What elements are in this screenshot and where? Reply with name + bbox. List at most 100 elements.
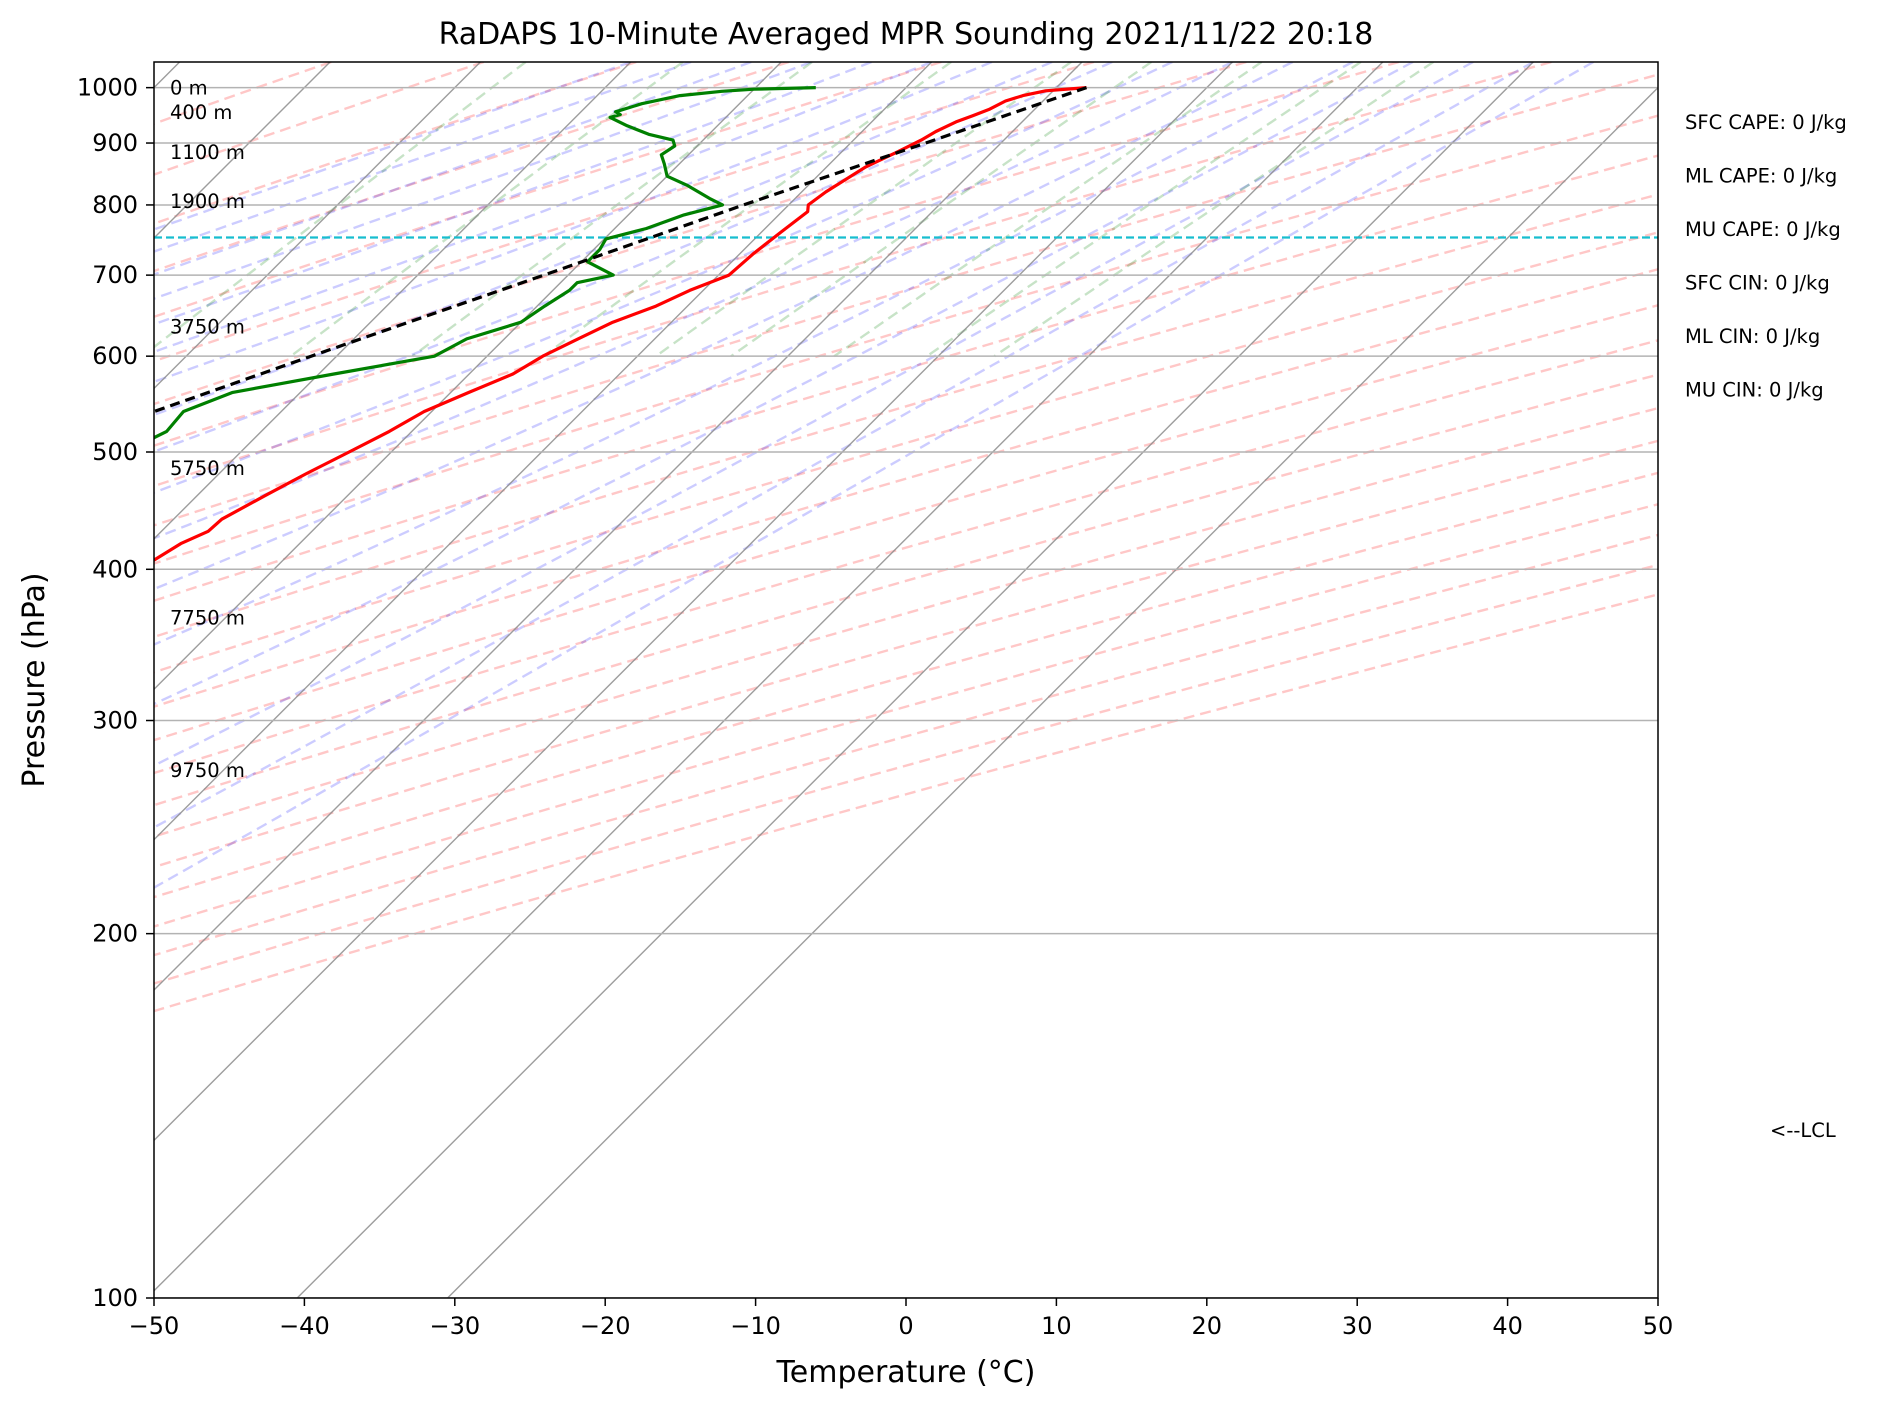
dry-adiabat — [154, 73, 1658, 527]
dry-adiabat — [154, 62, 485, 176]
isotherm — [447, 86, 1658, 1298]
moist-adiabat — [154, 62, 1233, 540]
moist-adiabat — [154, 62, 812, 300]
y-tick-label: 600 — [92, 342, 138, 370]
dry-adiabat — [154, 62, 790, 273]
moist-adiabat — [154, 62, 1354, 646]
isotherm — [154, 62, 782, 691]
x-tick-label: −40 — [279, 1312, 330, 1340]
moist-adiabat — [154, 62, 1113, 453]
x-tick-label: 50 — [1643, 1312, 1674, 1340]
isotherm — [154, 62, 1233, 1142]
stat-label: SFC CIN: 0 J/kg — [1685, 272, 1830, 295]
stat-label: MU CAPE: 0 J/kg — [1685, 218, 1841, 241]
sounding-profiles — [154, 86, 1088, 562]
x-axis-ticks: −50 −40 −30 −20 −10 0 10 20 30 40 50 — [129, 1298, 1674, 1340]
moist-adiabat — [154, 62, 1173, 494]
moist-adiabat — [154, 62, 872, 326]
y-axis-ticks: 100 200 300 400 500 600 700 800 900 1000 — [77, 74, 154, 1312]
reference-lines — [154, 62, 1658, 1298]
stat-label: ML CAPE: 0 J/kg — [1685, 165, 1837, 188]
height-label: 1900 m — [170, 190, 245, 213]
isotherm — [154, 62, 632, 540]
parcel-path — [154, 86, 1088, 414]
height-label: 5750 m — [170, 457, 245, 480]
x-axis-label: Temperature (°C) — [776, 1355, 1036, 1390]
mixing-ratio-line — [730, 62, 1152, 358]
isotherm — [154, 62, 933, 841]
moist-adiabat — [154, 62, 1534, 829]
mixing-ratio-line — [833, 62, 1263, 358]
mixing-ratio-line — [290, 62, 684, 358]
y-tick-label: 700 — [92, 261, 138, 289]
dry-adiabat — [154, 62, 1552, 488]
lcl-label: <--LCL — [1770, 1119, 1836, 1142]
dry-adiabat — [154, 406, 1658, 838]
y-tick-label: 1000 — [77, 74, 138, 102]
y-tick-label: 200 — [92, 920, 138, 948]
x-tick-label: 10 — [1041, 1312, 1072, 1340]
dry-adiabat — [154, 268, 1658, 708]
stat-label: MU CIN: 0 J/kg — [1685, 379, 1824, 402]
mixing-ratio-line — [542, 62, 952, 358]
isotherm — [154, 62, 481, 390]
dry-adiabat — [154, 62, 1247, 406]
dry-adiabat — [154, 533, 1658, 957]
dewpoint-profile — [154, 86, 816, 440]
dry-adiabat — [154, 62, 1095, 363]
x-tick-label: 0 — [898, 1312, 913, 1340]
y-tick-label: 900 — [92, 129, 138, 157]
stat-label: ML CIN: 0 J/kg — [1685, 325, 1820, 348]
x-tick-label: 40 — [1492, 1312, 1523, 1340]
moist-adiabat — [154, 62, 1594, 890]
y-tick-label: 800 — [92, 191, 138, 219]
x-tick-label: −10 — [730, 1312, 781, 1340]
x-tick-label: −50 — [129, 1312, 180, 1340]
dry-adiabat — [154, 231, 1658, 674]
moist-adiabat — [154, 62, 1474, 767]
height-label: 3750 m — [170, 315, 245, 338]
mixing-ratio-line — [926, 62, 1362, 358]
dry-adiabat — [154, 62, 1400, 447]
isotherm — [154, 62, 1083, 991]
moist-adiabat — [154, 62, 1294, 591]
x-tick-label: −20 — [580, 1312, 631, 1340]
mixing-ratio-line — [411, 62, 813, 358]
y-tick-label: 300 — [92, 707, 138, 735]
dry-adiabat — [154, 373, 1658, 807]
y-tick-label: 500 — [92, 438, 138, 466]
isotherm — [296, 62, 1534, 1298]
dry-adiabat — [154, 563, 1658, 985]
height-label: 400 m — [170, 101, 232, 124]
x-tick-label: 30 — [1342, 1312, 1373, 1340]
moist-adiabat — [154, 62, 1053, 417]
stat-label: SFC CAPE: 0 J/kg — [1685, 111, 1847, 134]
moist-adiabat — [154, 62, 632, 231]
x-tick-label: 20 — [1192, 1312, 1223, 1340]
isotherm — [154, 62, 1384, 1292]
y-tick-label: 100 — [92, 1284, 138, 1312]
dry-adiabat — [154, 154, 1658, 602]
height-label: 9750 m — [170, 759, 245, 782]
temperature-profile — [154, 86, 1087, 562]
height-label: 0 m — [170, 77, 208, 100]
moist-adiabat — [154, 62, 692, 253]
y-tick-label: 400 — [92, 555, 138, 583]
dry-adiabat — [154, 114, 1658, 565]
dry-adiabat — [154, 593, 1658, 1013]
parcel-stats: SFC CAPE: 0 J/kg ML CAPE: 0 J/kg MU CAPE: … — [1685, 111, 1847, 402]
height-labels: 9750 m 7750 m 5750 m 3750 m 1900 m 1100 m 400 … — [170, 77, 245, 782]
dry-adiabat — [154, 339, 1658, 775]
dry-adiabat — [154, 503, 1658, 928]
height-label: 7750 m — [170, 606, 245, 629]
mixing-ratio-line — [154, 62, 527, 349]
height-label: 1100 m — [170, 141, 245, 164]
mixing-ratio-line — [993, 62, 1434, 358]
y-axis-label: Pressure (hPa) — [17, 572, 52, 787]
x-tick-label: −30 — [429, 1312, 480, 1340]
isobar-grid — [154, 86, 1658, 1298]
chart-title: RaDAPS 10-Minute Averaged MPR Sounding 2… — [439, 17, 1374, 52]
